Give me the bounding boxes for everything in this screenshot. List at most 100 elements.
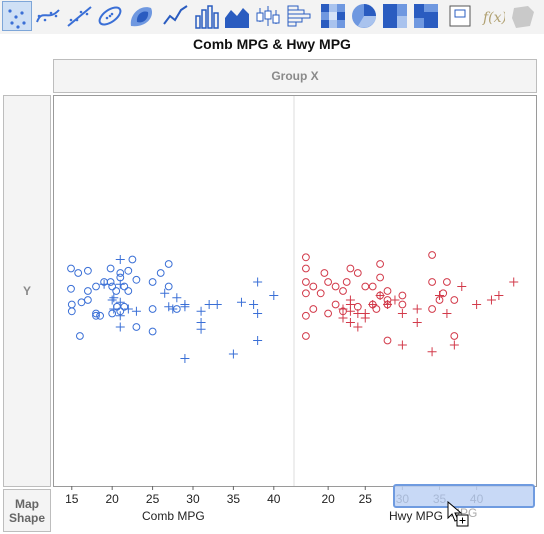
data-point-cross <box>383 300 393 309</box>
data-point-circle <box>324 278 333 286</box>
data-point-cross <box>338 313 348 323</box>
graph-title: Comb MPG & Hwy MPG <box>193 36 351 52</box>
ellipse-element-button[interactable] <box>95 1 125 31</box>
data-point-cross <box>253 336 263 345</box>
hwy-mpg-axis-title[interactable]: Hwy MPG <box>389 509 443 523</box>
box-plot-element-button[interactable] <box>253 1 283 31</box>
data-point-cross <box>472 300 482 309</box>
data-point-cross <box>164 302 174 312</box>
data-point-circle <box>108 309 117 318</box>
data-point-circle <box>156 269 165 277</box>
group-x-zone[interactable]: Group X <box>53 59 537 93</box>
data-point-cross <box>345 318 355 327</box>
y-drop-zone[interactable]: Y <box>3 95 51 487</box>
caption-box-element-button[interactable] <box>445 1 475 31</box>
bar-element-button[interactable] <box>191 1 221 31</box>
data-point-cross <box>486 295 496 305</box>
data-point-circle <box>92 311 100 320</box>
data-point-circle <box>106 278 115 286</box>
map-shape-zone[interactable]: Map Shape <box>3 489 51 532</box>
data-point-circle <box>302 253 310 262</box>
data-point-circle <box>67 307 76 316</box>
comb-mpg-axis-title[interactable]: Comb MPG <box>142 509 205 523</box>
data-point-circle <box>383 336 392 345</box>
data-point-cross <box>269 291 279 300</box>
data-point-circle <box>92 309 100 318</box>
smoother-element-button[interactable] <box>33 1 63 31</box>
drag-drop-target[interactable] <box>393 484 535 508</box>
data-point-circle <box>302 289 310 298</box>
points-element-button[interactable] <box>2 1 32 31</box>
data-point-cross <box>338 304 348 314</box>
data-point-circle <box>132 275 141 284</box>
data-point-cross <box>228 349 238 359</box>
data-point-cross <box>172 293 182 303</box>
map-label: Map <box>15 496 39 511</box>
line-element-icon <box>163 5 188 25</box>
data-point-circle <box>92 282 100 291</box>
histogram-element-button[interactable] <box>284 1 314 31</box>
line-element-button[interactable] <box>160 1 190 31</box>
data-point-circle <box>320 269 329 277</box>
data-point-circle <box>148 327 157 336</box>
data-point-cross <box>360 313 370 323</box>
data-point-cross <box>509 277 519 287</box>
formula-element-button[interactable]: f(x) <box>476 1 506 31</box>
data-point-circle <box>353 269 362 277</box>
data-point-circle <box>450 332 459 340</box>
data-point-cross <box>180 354 190 363</box>
heatmap-element-icon <box>321 4 345 28</box>
shape-label: Shape <box>8 510 45 525</box>
data-point-cross <box>212 300 222 309</box>
data-point-cross <box>442 309 452 318</box>
data-point-circle <box>398 291 407 300</box>
data-point-cross <box>412 304 422 314</box>
x-tick-label: 25 <box>359 492 373 506</box>
x-tick-label: 15 <box>65 492 79 506</box>
data-point-circle <box>346 264 355 273</box>
data-point-circle <box>302 278 310 286</box>
data-point-circle <box>309 282 318 291</box>
data-point-cross <box>204 300 214 309</box>
mosaic-element-button[interactable] <box>411 1 441 31</box>
data-point-circle <box>96 311 104 320</box>
data-point-cross <box>427 347 437 357</box>
pie-element-button[interactable] <box>349 1 379 31</box>
data-point-circle <box>84 287 92 295</box>
heatmap-element-button[interactable] <box>318 1 348 31</box>
data-point-cross <box>253 277 263 287</box>
map-shapes-element-button[interactable] <box>507 1 537 31</box>
data-point-circle <box>106 264 115 273</box>
data-point-circle <box>128 255 137 264</box>
data-point-circle <box>67 284 75 293</box>
data-point-cross <box>115 311 125 321</box>
drag-cursor-icon <box>447 500 469 527</box>
data-point-circle <box>164 282 173 291</box>
data-point-circle <box>76 332 84 340</box>
data-point-cross <box>375 291 385 300</box>
data-point-cross <box>236 297 246 307</box>
data-point-circle <box>316 289 325 298</box>
data-point-cross <box>196 306 206 316</box>
smoother-element-icon <box>36 9 60 23</box>
data-point-cross <box>115 297 125 307</box>
line-of-fit-element-button[interactable] <box>64 1 94 31</box>
area-element-icon <box>225 8 249 28</box>
ellipse-element-icon <box>98 6 122 26</box>
x-tick-label: 25 <box>146 492 160 506</box>
data-point-cross <box>353 322 363 332</box>
data-point-circle <box>302 332 310 340</box>
plot-frame[interactable] <box>53 95 537 487</box>
contour-element-button[interactable] <box>126 1 156 31</box>
x-tick-label: 35 <box>227 492 241 506</box>
data-point-cross <box>449 340 459 350</box>
treemap-element-button[interactable] <box>380 1 410 31</box>
area-element-button[interactable] <box>222 1 252 31</box>
data-point-cross <box>115 255 125 264</box>
data-point-cross <box>249 300 259 309</box>
data-point-cross <box>196 324 206 334</box>
data-point-cross <box>99 279 109 289</box>
x-tick-label: 20 <box>106 492 120 506</box>
data-point-cross <box>180 300 190 309</box>
data-point-cross <box>168 304 178 314</box>
